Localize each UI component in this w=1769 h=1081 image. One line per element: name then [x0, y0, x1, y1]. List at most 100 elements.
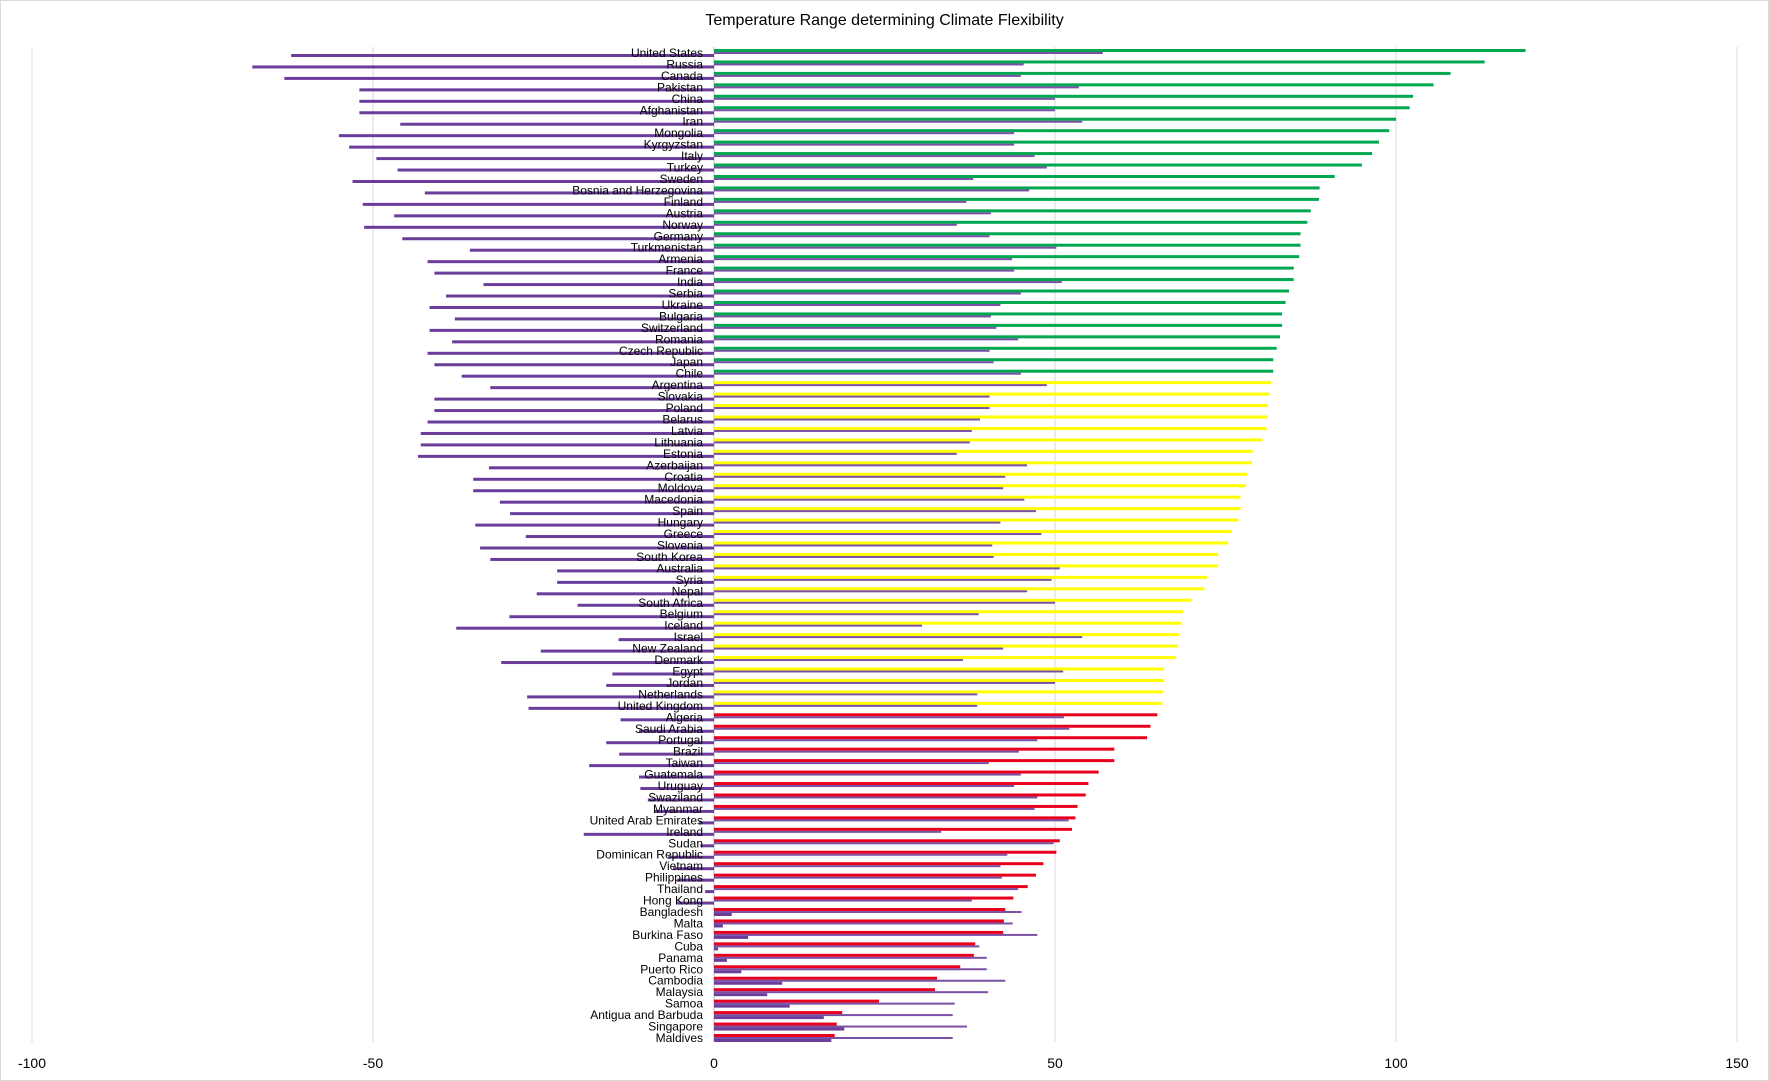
- max-bar: [714, 303, 1001, 306]
- min-bar: [424, 191, 714, 195]
- category-label: New Zealand: [632, 642, 703, 656]
- range-bar: [714, 896, 1014, 900]
- category-label: Cuba: [674, 939, 703, 953]
- min-bar: [654, 809, 714, 813]
- category-label: Japan: [670, 355, 703, 369]
- max-bar: [714, 716, 1064, 719]
- min-bar: [252, 65, 714, 69]
- max-bar: [714, 773, 1021, 776]
- range-bar: [714, 300, 1286, 304]
- min-bar: [461, 374, 714, 378]
- min-bar: [714, 958, 727, 962]
- category-label: Mongolia: [654, 126, 703, 140]
- range-bar: [714, 873, 1036, 877]
- min-bar: [638, 729, 714, 733]
- category-label: Sweden: [660, 172, 703, 186]
- range-bar: [714, 953, 974, 957]
- category-label: Ireland: [666, 825, 703, 839]
- min-bar: [483, 283, 714, 287]
- category-label: Israel: [674, 630, 703, 644]
- x-tick-label: 100: [1384, 1055, 1408, 1071]
- category-label: Slovenia: [657, 539, 703, 553]
- range-bar: [714, 49, 1526, 52]
- min-bar: [714, 993, 768, 997]
- category-label: South Korea: [636, 550, 703, 564]
- x-tick-label: 150: [1725, 1055, 1749, 1071]
- max-bar: [714, 693, 978, 696]
- category-label: Australia: [656, 561, 703, 575]
- min-bar: [434, 271, 714, 275]
- min-bar: [714, 1027, 845, 1031]
- min-bar: [420, 431, 714, 435]
- min-bar: [510, 512, 714, 516]
- category-label: Samoa: [665, 997, 703, 1011]
- category-label: Singapore: [648, 1020, 703, 1034]
- max-bar: [714, 384, 1047, 387]
- range-bar: [714, 507, 1241, 511]
- category-label: Egypt: [672, 664, 703, 678]
- max-bar: [714, 86, 1079, 89]
- category-label: Czech Republic: [619, 344, 703, 358]
- x-tick-label: 0: [710, 1055, 718, 1071]
- min-bar: [452, 340, 714, 344]
- category-label: United Arab Emirates: [590, 813, 703, 827]
- range-bar: [714, 255, 1300, 259]
- max-bar: [714, 544, 993, 547]
- max-bar: [714, 613, 979, 616]
- min-bar: [291, 54, 714, 57]
- category-label: Malaysia: [656, 985, 704, 999]
- max-bar: [714, 475, 1006, 478]
- category-label: Jordan: [666, 676, 703, 690]
- min-bar: [427, 351, 714, 355]
- max-bar: [714, 418, 980, 421]
- min-bar: [700, 844, 714, 848]
- range-bar: [714, 690, 1163, 694]
- category-label: United States: [631, 46, 703, 60]
- category-label: Dominican Republic: [596, 848, 703, 862]
- max-bar: [714, 212, 991, 215]
- category-label: Spain: [672, 504, 703, 518]
- min-bar: [527, 695, 714, 699]
- range-bar: [714, 804, 1078, 808]
- max-bar: [714, 510, 1036, 513]
- max-bar: [714, 223, 957, 226]
- max-bar: [714, 395, 990, 398]
- max-bar: [714, 888, 1019, 891]
- max-bar: [714, 578, 1052, 581]
- min-bar: [359, 88, 714, 92]
- range-bar: [714, 976, 938, 980]
- max-bar: [714, 200, 967, 203]
- max-bar: [714, 1025, 968, 1028]
- range-bar: [714, 770, 1099, 774]
- range-bar: [714, 472, 1248, 476]
- category-label: Maldives: [656, 1031, 703, 1045]
- max-bar: [714, 52, 1103, 54]
- range-bar: [714, 346, 1277, 350]
- min-bar: [429, 328, 714, 332]
- min-bar: [364, 225, 714, 229]
- range-bar: [714, 60, 1485, 64]
- category-label: Philippines: [645, 871, 703, 885]
- max-bar: [714, 567, 1060, 570]
- category-label: Saudi Arabia: [635, 722, 703, 736]
- max-bar: [714, 189, 1030, 192]
- range-bar: [714, 552, 1218, 556]
- category-label: Russia: [666, 57, 703, 71]
- category-label: France: [666, 264, 704, 278]
- min-bar: [668, 855, 714, 859]
- range-bar: [714, 197, 1319, 201]
- category-label: Antigua and Barbuda: [590, 1008, 703, 1022]
- range-bar: [714, 323, 1283, 327]
- category-label: Algeria: [666, 710, 704, 724]
- max-bar: [714, 624, 923, 627]
- max-bar: [714, 349, 990, 352]
- category-label: Chile: [676, 367, 704, 381]
- max-bar: [714, 361, 994, 364]
- range-bar: [714, 999, 880, 1003]
- range-bar: [714, 71, 1451, 75]
- max-bar: [714, 315, 991, 318]
- category-label: Belarus: [662, 413, 703, 427]
- max-bar: [714, 865, 1001, 868]
- range-bar: [714, 220, 1308, 224]
